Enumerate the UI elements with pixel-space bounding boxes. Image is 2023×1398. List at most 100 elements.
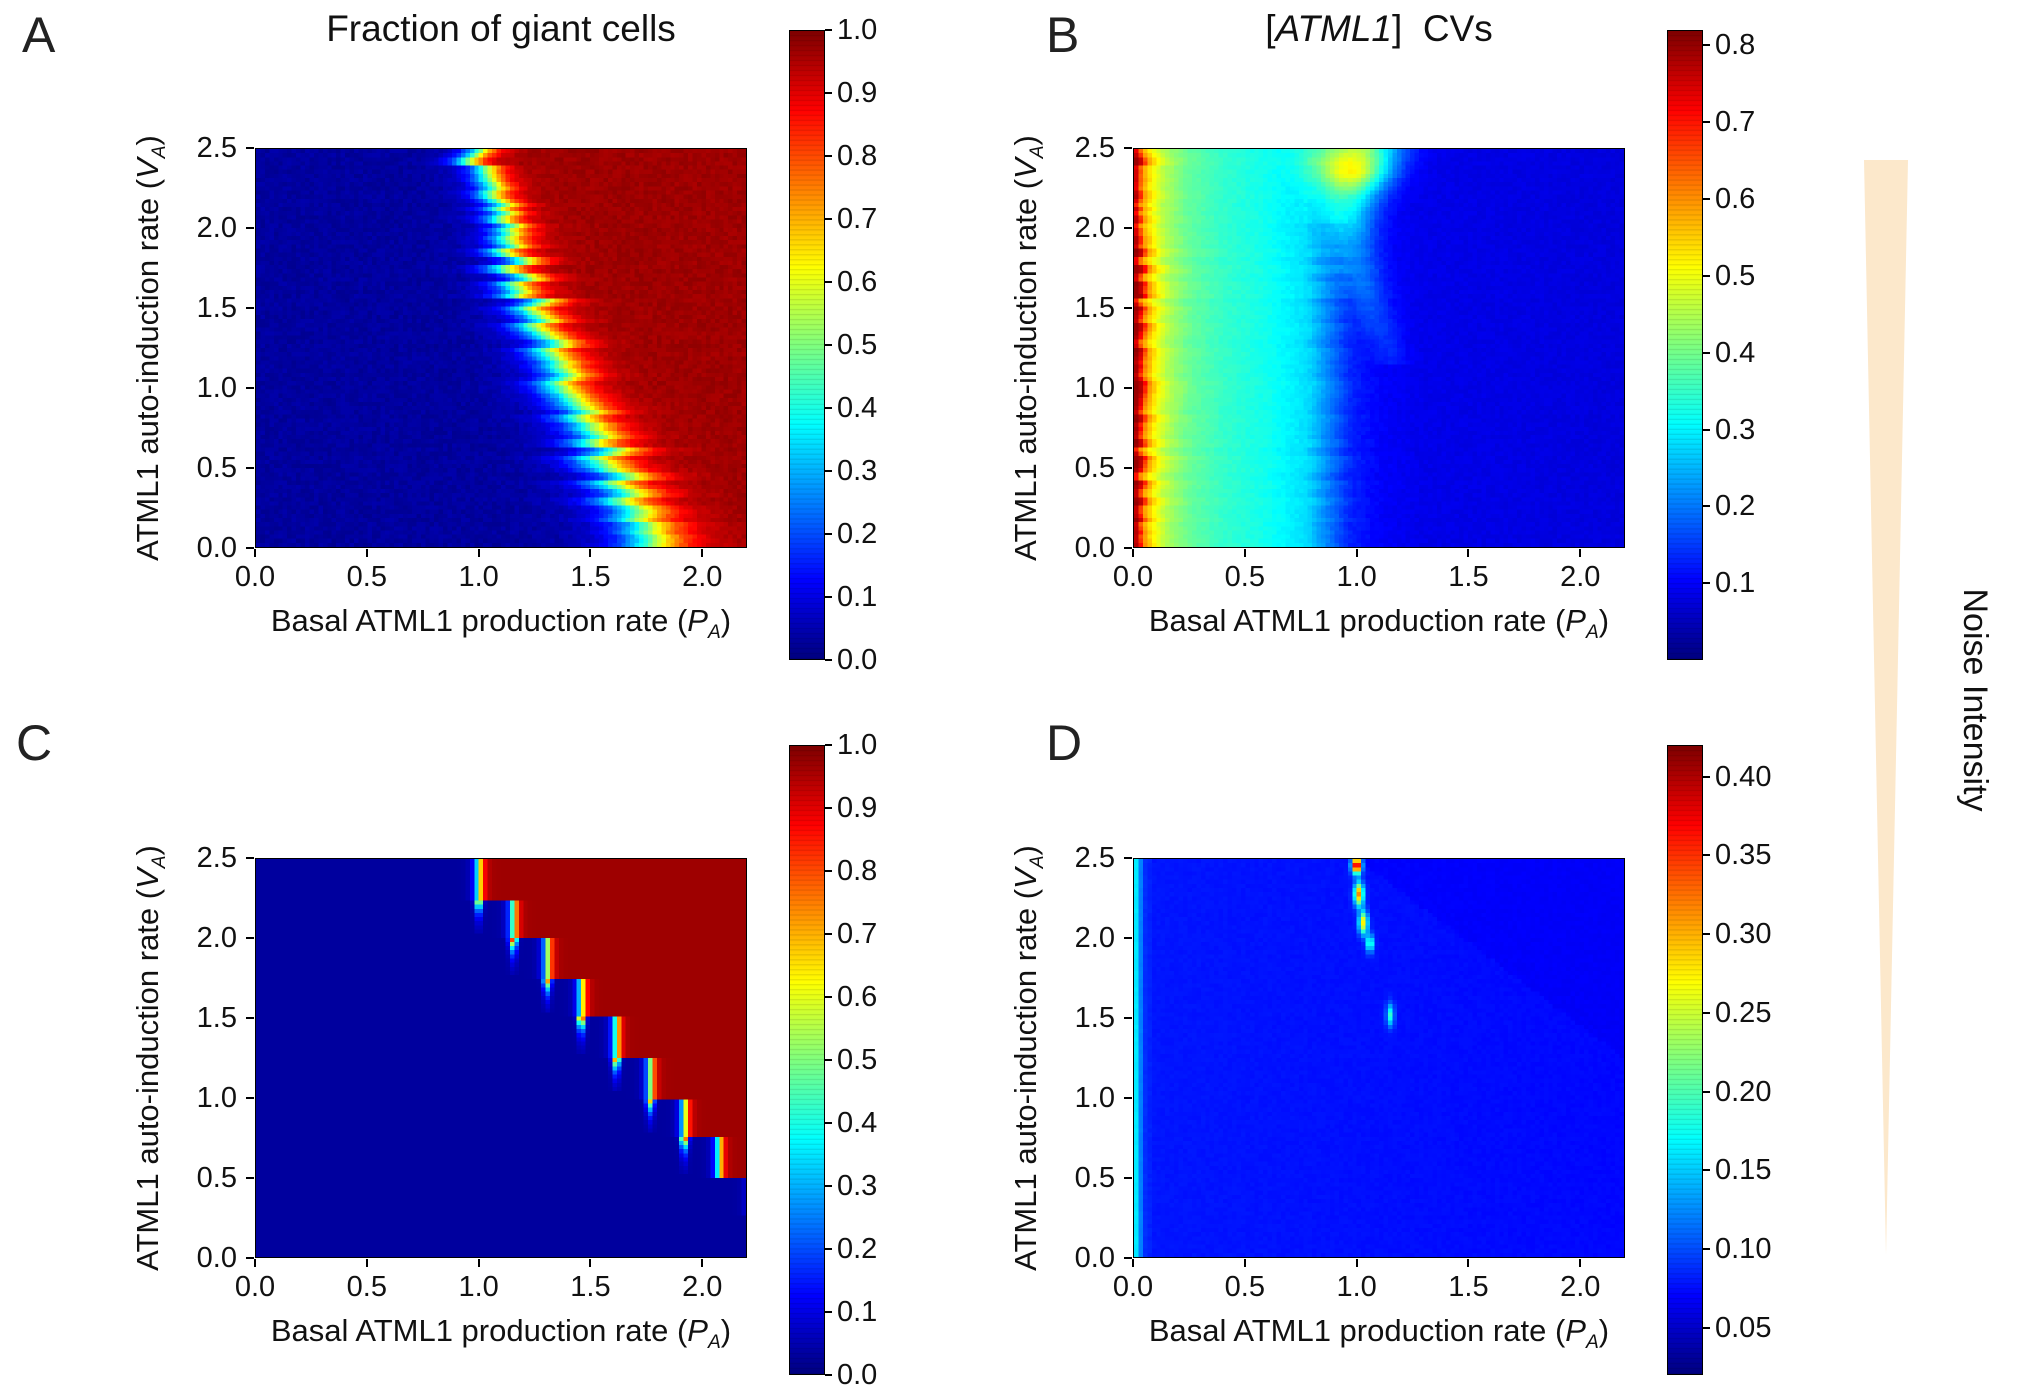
heatmap-canvas-b xyxy=(1134,149,1624,547)
colorbar-tick-mark xyxy=(825,92,832,94)
x-tick-label: 1.0 xyxy=(1336,561,1377,593)
x-tick-mark xyxy=(254,549,256,557)
colorbar-tick-label: 1.0 xyxy=(837,729,878,761)
colorbar-tick-mark xyxy=(825,407,832,409)
y-tick-label: 0.0 xyxy=(1074,532,1115,564)
colorbar-tick-mark xyxy=(825,996,832,998)
x-tick-label: 2.0 xyxy=(682,561,723,593)
colorbar-tick-mark xyxy=(825,870,832,872)
colorbar-tick-label: 0.1 xyxy=(837,1296,878,1328)
colorbar-tick-mark xyxy=(825,281,832,283)
y-tick-mark xyxy=(1124,307,1132,309)
title-text: [ xyxy=(1265,8,1276,49)
panel-label-b: B xyxy=(1046,7,1080,63)
x-tick-label: 0.0 xyxy=(234,1271,276,1303)
y-tick-mark xyxy=(1124,1097,1132,1099)
colorbar-c xyxy=(789,745,825,1375)
y-tick-label: 2.0 xyxy=(196,212,237,244)
x-tick-mark xyxy=(1355,1259,1358,1267)
title-text: ] CVs xyxy=(1392,8,1493,49)
colorbar-tick-mark xyxy=(1703,1090,1710,1093)
colorbar-tick-mark xyxy=(825,1374,832,1376)
axis-label-text: Basal ATML1 production rate ( xyxy=(1148,603,1566,638)
x-tick-label: 0.5 xyxy=(346,561,387,593)
colorbar-tick-mark xyxy=(1703,1169,1710,1172)
colorbar-tick-label: 0.5 xyxy=(837,1044,878,1076)
colorbar-tick-mark xyxy=(1703,351,1710,354)
colorbar-tick-label: 0.40 xyxy=(1715,760,1772,793)
x-tick-mark xyxy=(1467,1259,1470,1267)
panel-label-d: D xyxy=(1046,715,1083,771)
y-tick-mark xyxy=(246,227,254,229)
heatmap-canvas-a xyxy=(256,149,746,547)
x-tick-mark xyxy=(1579,549,1582,557)
colorbar-b xyxy=(1667,30,1703,660)
y-tick-mark xyxy=(1124,147,1132,149)
y-tick-mark xyxy=(1124,857,1132,859)
colorbar-tick-label: 0.0 xyxy=(837,1359,878,1391)
colorbar-tick-mark xyxy=(1703,854,1710,857)
colorbar-tick-label: 0.15 xyxy=(1715,1154,1772,1187)
x-tick-label: 0.5 xyxy=(1224,1271,1265,1303)
y-tick-mark xyxy=(1124,387,1132,389)
y-tick-label: 2.5 xyxy=(196,842,237,874)
y-tick-label: 2.0 xyxy=(1074,922,1115,954)
x-tick-label: 0.0 xyxy=(234,561,276,593)
y-tick-mark xyxy=(1124,1177,1132,1179)
panel-label-a: A xyxy=(22,7,56,63)
y-tick-label: 0.5 xyxy=(1074,1162,1115,1194)
colorbar-tick-label: 0.25 xyxy=(1715,996,1772,1029)
y-axis-label-d: ATML1 auto-induction rate (VA) xyxy=(1008,828,1048,1288)
y-tick-label: 1.5 xyxy=(196,1002,237,1034)
x-tick-mark xyxy=(365,549,368,557)
y-tick-mark xyxy=(246,147,254,149)
x-tick-mark xyxy=(701,549,704,557)
x-axis-label-c: Basal ATML1 production rate (PA) xyxy=(235,1313,767,1354)
x-tick-mark xyxy=(1243,1259,1246,1267)
x-tick-label: 1.5 xyxy=(570,1271,611,1303)
x-tick-label: 0.5 xyxy=(1224,561,1265,593)
y-tick-label: 0.5 xyxy=(1074,452,1115,484)
x-tick-label: 1.0 xyxy=(458,1271,499,1303)
y-tick-label: 1.0 xyxy=(1074,1082,1115,1114)
colorbar-tick-label: 0.2 xyxy=(837,1233,878,1265)
axis-label-text: ) xyxy=(1598,1313,1610,1348)
y-tick-label: 0.0 xyxy=(1074,1242,1115,1274)
y-tick-label: 2.5 xyxy=(196,132,237,164)
y-tick-label: 1.0 xyxy=(196,1082,237,1114)
y-tick-mark xyxy=(246,857,254,859)
y-tick-mark xyxy=(246,1097,254,1099)
colorbar-tick-label: 0.4 xyxy=(1715,336,1756,369)
colorbar-tick-label: 0.05 xyxy=(1715,1311,1772,1344)
x-tick-label: 2.0 xyxy=(1560,1271,1601,1303)
x-tick-label: 1.5 xyxy=(570,561,611,593)
colorbar-tick-mark xyxy=(1703,775,1710,778)
x-tick-mark xyxy=(254,1259,256,1267)
colorbar-tick-mark xyxy=(1703,428,1710,431)
colorbar-tick-mark xyxy=(1703,44,1710,47)
x-tick-mark xyxy=(1132,1259,1134,1267)
colorbar-tick-mark xyxy=(825,1122,832,1124)
heatmap-plot-b xyxy=(1133,148,1625,548)
y-tick-mark xyxy=(1124,467,1132,469)
colorbar-tick-label: 0.30 xyxy=(1715,918,1772,950)
y-tick-mark xyxy=(246,467,254,469)
colorbar-gradient-d xyxy=(1668,746,1702,1374)
colorbar-tick-mark xyxy=(825,218,832,220)
chart-title-b: [ATML1] CVs xyxy=(1133,8,1625,50)
y-tick-label: 0.5 xyxy=(196,452,237,484)
colorbar-tick-label: 0.8 xyxy=(837,855,878,887)
y-tick-label: 1.5 xyxy=(196,292,237,324)
colorbar-tick-label: 0.0 xyxy=(837,644,878,676)
colorbar-tick-label: 0.5 xyxy=(837,329,878,361)
title-text: Fraction of giant cells xyxy=(326,8,676,49)
x-tick-label: 1.5 xyxy=(1448,561,1489,593)
x-axis-label-b: Basal ATML1 production rate (PA) xyxy=(1113,603,1645,644)
x-axis-label-d: Basal ATML1 production rate (PA) xyxy=(1113,1313,1645,1354)
colorbar-tick-mark xyxy=(825,155,832,157)
y-tick-mark xyxy=(1124,1257,1132,1259)
noise-intensity-label: Noise Intensity xyxy=(1956,588,1994,812)
y-tick-mark xyxy=(246,1017,254,1019)
colorbar-tick-label: 0.8 xyxy=(1715,29,1756,62)
